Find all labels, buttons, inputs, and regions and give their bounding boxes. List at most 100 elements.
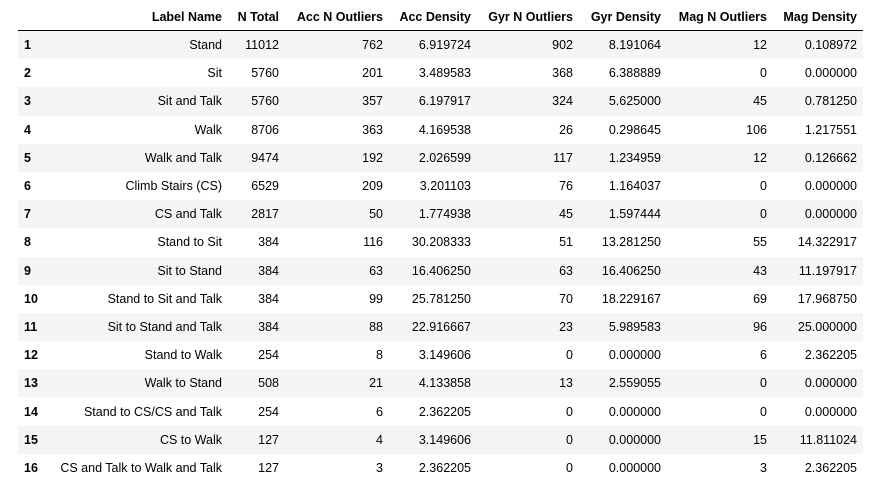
- table-row: 13 Walk to Stand 508 21 4.133858 13 2.559055 0 0…: [18, 369, 863, 398]
- table-cell: 0.000000: [804, 376, 857, 391]
- table-cell: 0.000000: [804, 207, 857, 222]
- table-cell: 3.489583: [418, 66, 471, 81]
- table-cell: Stand to CS/CS and Talk: [83, 404, 222, 419]
- table-cell: Walk to Stand: [144, 376, 222, 391]
- table-row: 11 Sit to Stand and Talk 384 88 22.916667 23 5…: [18, 312, 863, 342]
- row-index: 12: [24, 348, 38, 363]
- table-cell: 357: [362, 94, 383, 109]
- table-cell: 3.149606: [418, 432, 471, 447]
- table-cell: 3.201103: [419, 179, 471, 194]
- row-index: 1: [24, 38, 31, 53]
- table-cell: Stand to Sit and Talk: [107, 291, 222, 306]
- table-cell: 13.281250: [601, 235, 661, 250]
- table-cell: 2.559055: [608, 376, 661, 391]
- table-cell: 2.362205: [804, 348, 857, 363]
- table-cell: 2.362205: [804, 460, 857, 475]
- table-body: 1 Stand 11012 762 6.919724 902 8.191064 12 0.108…: [18, 30, 863, 482]
- table-cell: 0: [566, 432, 573, 447]
- table-cell: 0.108972: [804, 38, 857, 53]
- row-index: 10: [24, 291, 38, 306]
- table-cell: 363: [362, 122, 383, 137]
- table-row: 15 CS to Walk 127 4 3.149606 0 0.000000 15 11.81…: [18, 425, 863, 454]
- table-cell: 116: [363, 235, 383, 250]
- table-cell: 384: [258, 235, 279, 250]
- table-cell: 127: [258, 432, 279, 447]
- table-row: 2 Sit 5760 201 3.489583 368 6.388889 0 0.000000: [18, 59, 863, 88]
- table-cell: 11.811024: [799, 432, 857, 447]
- table-cell: 0.000000: [608, 404, 661, 419]
- table-cell: 11.197917: [798, 263, 857, 278]
- table-cell: 0.781250: [804, 94, 857, 109]
- table-cell: 0: [760, 66, 767, 81]
- row-index: 11: [24, 319, 38, 334]
- column-header: Acc Density: [389, 3, 477, 31]
- table-cell: 127: [258, 460, 279, 475]
- table-cell: 5760: [251, 94, 279, 109]
- table-cell: 368: [552, 66, 573, 81]
- table-cell: 8.191064: [608, 38, 661, 53]
- row-index: 6: [24, 179, 31, 194]
- table-cell: 16.406250: [411, 263, 471, 278]
- table-cell: 0.000000: [804, 179, 857, 194]
- table-cell: 9474: [251, 150, 279, 165]
- table-cell: 63: [369, 263, 383, 278]
- table-cell: 4.133858: [418, 376, 471, 391]
- table-row: 6 Climb Stairs (CS) 6529 209 3.201103 76 1.164…: [18, 171, 863, 201]
- table-cell: 0: [760, 179, 767, 194]
- table-cell: 88: [369, 319, 383, 334]
- table-cell: 18.229167: [601, 291, 661, 306]
- table-cell: 22.916667: [411, 319, 471, 334]
- table-cell: 23: [559, 319, 573, 334]
- table-cell: 96: [753, 319, 767, 334]
- column-header: N Total: [228, 3, 285, 31]
- table-cell: 0.000000: [608, 460, 661, 475]
- table-cell: 0.298645: [608, 122, 661, 137]
- table-cell: Stand to Walk: [144, 348, 222, 363]
- table-cell: 384: [258, 291, 279, 306]
- table-cell: 6.197917: [418, 94, 471, 109]
- row-index: 15: [24, 432, 38, 447]
- table-cell: 6529: [251, 179, 279, 194]
- table-row: 5 Walk and Talk 9474 192 2.026599 117 1.234959…: [18, 143, 863, 172]
- table-row: 9 Sit to Stand 384 63 16.406250 63 16.406250 43…: [18, 256, 863, 285]
- table-cell: 1.234959: [608, 150, 661, 165]
- table-cell: 0.000000: [608, 432, 661, 447]
- table-cell: 50: [369, 207, 383, 222]
- table-row: 10 Stand to Sit and Talk 384 99 25.781250 70 1…: [18, 284, 863, 313]
- table-cell: 508: [258, 376, 279, 391]
- table-cell: 51: [559, 235, 573, 250]
- table-row: 12 Stand to Walk 254 8 3.149606 0 0.000000 6 2.3…: [18, 341, 863, 370]
- table-cell: 6.388889: [608, 66, 661, 81]
- table-cell: 209: [362, 179, 383, 194]
- table-row: 7 CS and Talk 2817 50 1.774938 45 1.597444 0 0.0…: [18, 200, 863, 229]
- table-cell: 1.774938: [418, 207, 471, 222]
- table-cell: 254: [258, 348, 279, 363]
- table-cell: 76: [559, 179, 573, 194]
- table-cell: 902: [552, 38, 573, 53]
- row-index: 7: [24, 207, 31, 222]
- table-cell: 106: [746, 122, 767, 137]
- table-cell: 201: [362, 66, 383, 81]
- table-cell: 25.781250: [411, 291, 471, 306]
- header-index: [18, 3, 50, 31]
- table-cell: 0: [760, 207, 767, 222]
- table-cell: 0.000000: [608, 348, 661, 363]
- table-cell: 0: [566, 460, 573, 475]
- table-cell: 0.000000: [804, 66, 857, 81]
- table-cell: CS to Walk: [159, 432, 222, 447]
- row-index: 5: [24, 150, 31, 165]
- table-cell: Sit and Talk: [157, 94, 222, 109]
- table-cell: 1.217551: [804, 122, 857, 137]
- table-cell: 0: [566, 404, 573, 419]
- table-cell: 4.169538: [418, 122, 471, 137]
- table-cell: 2.026599: [418, 150, 471, 165]
- outlier-table: Label Name N Total Acc N Outliers Acc Densi…: [18, 3, 863, 482]
- table-cell: 0: [760, 404, 767, 419]
- column-header: Mag Density: [773, 3, 863, 31]
- table-cell: 12: [753, 38, 767, 53]
- column-header: Acc N Outliers: [285, 3, 389, 31]
- table-cell: 2.362205: [418, 404, 471, 419]
- row-index: 8: [24, 235, 31, 250]
- table-cell: Stand: [189, 38, 222, 53]
- row-index: 14: [24, 404, 38, 419]
